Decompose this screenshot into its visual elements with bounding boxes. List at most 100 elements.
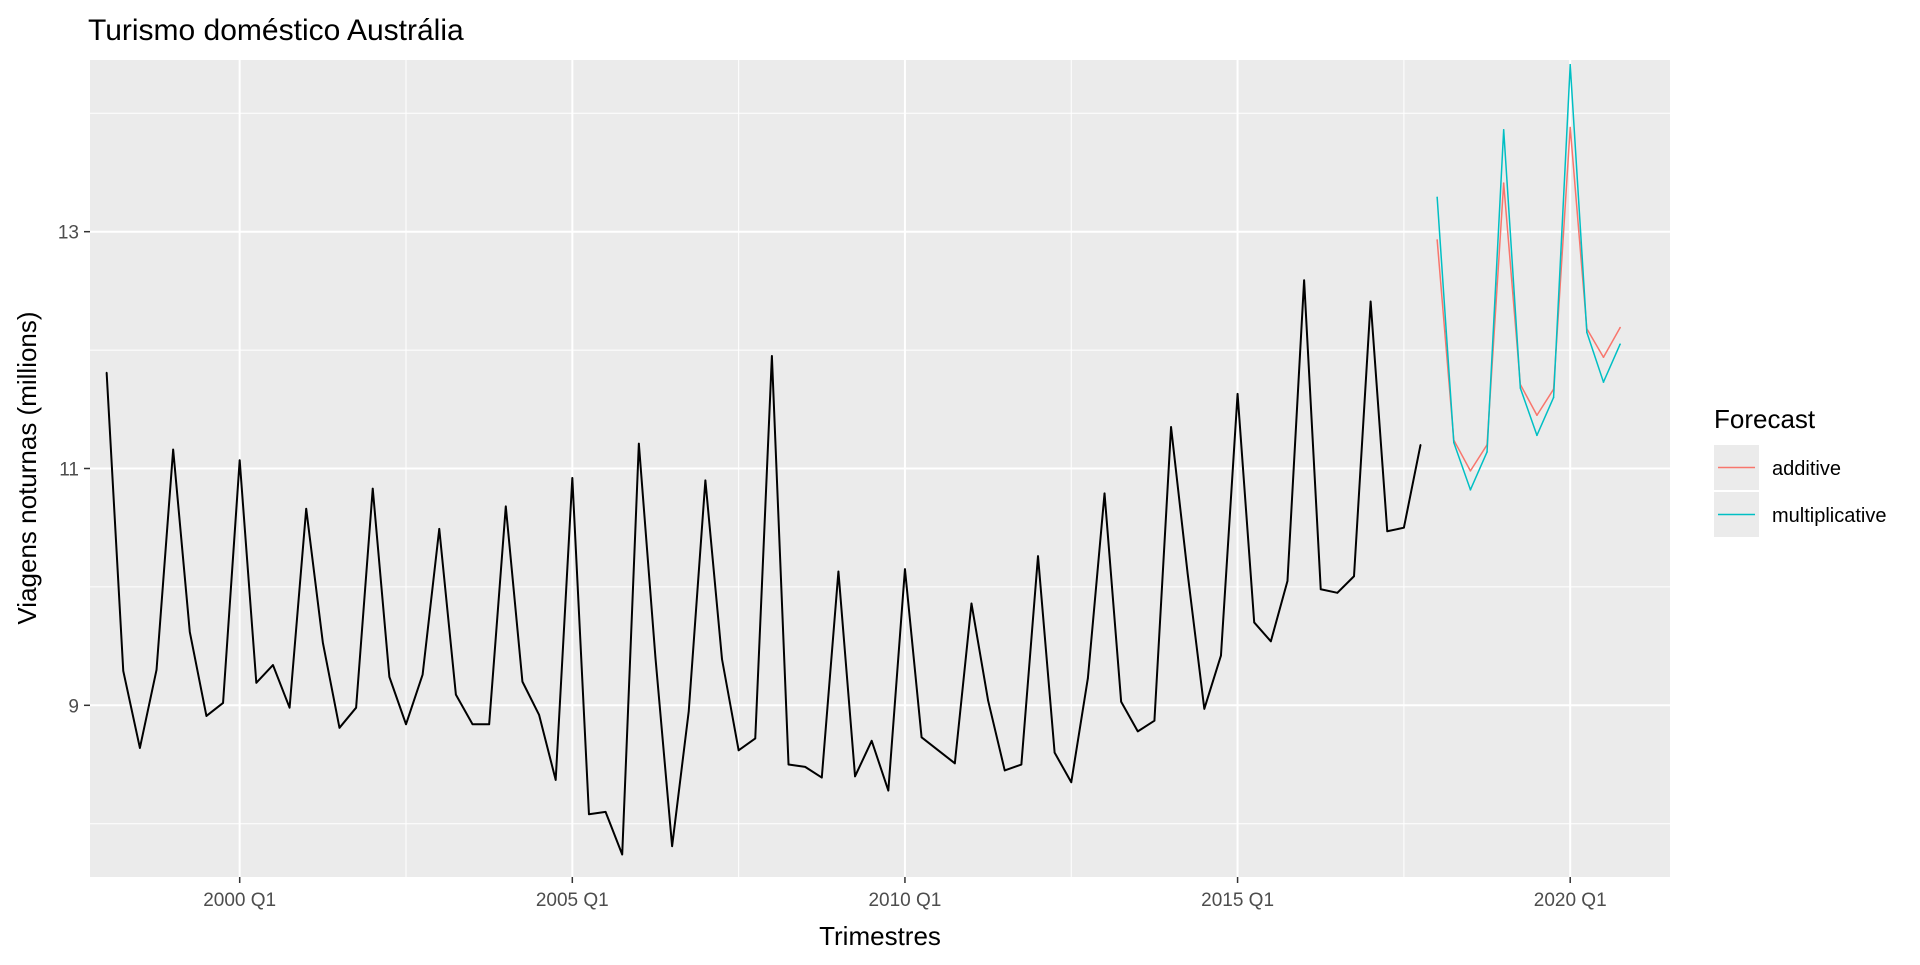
data-point-observed [837, 570, 840, 573]
data-point-additive [1619, 326, 1621, 329]
data-point-observed [687, 710, 690, 713]
data-point-additive [1569, 126, 1572, 129]
data-point-observed [621, 853, 624, 856]
data-point-additive [1602, 356, 1605, 358]
data-point-observed [887, 789, 890, 792]
data-point-observed [1120, 700, 1122, 703]
data-point-multiplicative [1502, 129, 1505, 131]
data-point-multiplicative [1586, 331, 1588, 334]
data-point-observed [754, 737, 757, 740]
minor-gridlines [90, 60, 1670, 877]
y-axis-title: Viagens noturnas (millions) [12, 311, 42, 624]
data-point-observed [272, 664, 274, 666]
data-point-observed [721, 658, 723, 660]
data-point-observed [870, 740, 873, 742]
data-point-observed [388, 676, 391, 678]
x-tick-label: 2005 Q1 [536, 890, 609, 911]
data-point-observed [571, 477, 574, 479]
data-point-observed [222, 702, 224, 704]
data-point-observed [1270, 640, 1272, 643]
x-tick-label: 2020 Q1 [1534, 890, 1607, 911]
data-point-observed [405, 723, 407, 726]
data-point-observed [1087, 677, 1089, 679]
data-point-additive [1536, 414, 1538, 417]
data-point-observed [1253, 621, 1256, 624]
data-point-observed [1153, 719, 1156, 722]
data-point-observed [471, 723, 474, 726]
data-point-observed [205, 715, 208, 717]
data-point-observed [1070, 781, 1073, 784]
legend-label-multiplicative: multiplicative [1772, 505, 1886, 527]
data-point-observed [771, 355, 773, 357]
data-point-observed [1369, 300, 1372, 303]
data-point-observed [704, 479, 707, 482]
data-point-observed [1353, 575, 1355, 578]
x-tick-label: 2000 Q1 [203, 890, 276, 911]
data-point-multiplicative [1569, 63, 1572, 66]
series-line-additive [1436, 126, 1621, 472]
data-point-observed [338, 727, 341, 729]
data-point-observed [554, 779, 557, 781]
data-point-observed [820, 776, 823, 779]
series-line-multiplicative [1436, 63, 1621, 491]
data-point-observed [1037, 555, 1039, 557]
data-point-multiplicative [1519, 387, 1522, 389]
data-point-observed [1186, 573, 1189, 575]
data-point-observed [1003, 769, 1006, 772]
data-point-observed [1419, 444, 1422, 446]
y-tick-label: 13 [58, 223, 79, 244]
data-point-observed [804, 766, 806, 768]
data-point-observed [1203, 708, 1206, 710]
data-point-observed [737, 749, 740, 752]
data-point-multiplicative [1452, 441, 1455, 444]
data-point-observed [355, 706, 357, 709]
legend-label-additive: additive [1772, 458, 1841, 480]
data-point-observed [1319, 588, 1322, 591]
data-point-additive [1502, 182, 1505, 184]
data-point-multiplicative [1469, 489, 1472, 491]
data-point-observed [488, 723, 490, 726]
data-point-observed [421, 673, 424, 676]
series-line-observed [105, 279, 1422, 856]
data-point-observed [1303, 279, 1305, 282]
data-point-observed [638, 442, 640, 445]
data-point-observed [1170, 426, 1172, 428]
data-point-observed [1336, 592, 1339, 594]
data-point-multiplicative [1619, 343, 1621, 345]
data-point-observed [854, 775, 856, 778]
x-tick-label: 2015 Q1 [1201, 890, 1274, 911]
major-gridlines [90, 60, 1670, 877]
data-point-observed [438, 528, 441, 530]
series-layer [105, 63, 1621, 856]
data-point-observed [604, 811, 607, 813]
data-point-observed [1136, 730, 1139, 733]
x-axis-ticks: 2000 Q1 2005 Q1 2010 Q1 2015 Q1 2020 Q1 [203, 877, 1607, 911]
chart-title: Turismo doméstico Austrália [88, 14, 464, 47]
data-point-observed [504, 505, 507, 508]
data-point-observed [904, 568, 906, 570]
data-point-observed [654, 657, 657, 659]
data-point-observed [1220, 654, 1222, 657]
data-point-observed [538, 713, 540, 716]
legend: Forecast additive multiplicative [1714, 404, 1886, 537]
data-point-multiplicative [1536, 434, 1538, 437]
data-point-observed [1286, 580, 1289, 582]
data-point-observed [188, 631, 191, 633]
data-point-observed [1020, 763, 1023, 766]
y-tick-label: 9 [68, 696, 79, 717]
data-point-observed [1236, 393, 1239, 395]
data-point-observed [172, 448, 174, 451]
data-point-observed [322, 641, 324, 644]
data-point-observed [1403, 526, 1405, 529]
data-point-additive [1469, 470, 1472, 472]
data-point-multiplicative [1552, 396, 1555, 399]
legend-title: Forecast [1714, 404, 1816, 434]
data-point-observed [671, 845, 673, 848]
data-point-observed [255, 682, 258, 684]
data-point-observed [954, 762, 956, 765]
data-point-observed [139, 747, 141, 749]
data-point-observed [305, 507, 308, 510]
data-point-observed [371, 487, 374, 490]
